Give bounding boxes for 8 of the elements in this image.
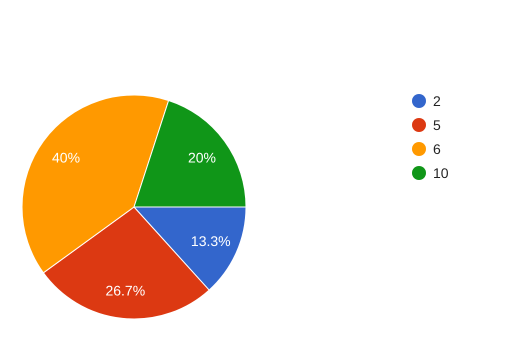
legend-label: 5 — [433, 116, 441, 133]
data-label: 20% — [188, 150, 216, 166]
data-label: 26.7% — [105, 282, 146, 298]
legend-label: 6 — [433, 140, 441, 157]
data-label: 40% — [52, 150, 80, 166]
data-label: 13.3% — [190, 232, 231, 249]
legend-label: 10 — [433, 164, 449, 181]
legend-label: 2 — [433, 92, 441, 109]
